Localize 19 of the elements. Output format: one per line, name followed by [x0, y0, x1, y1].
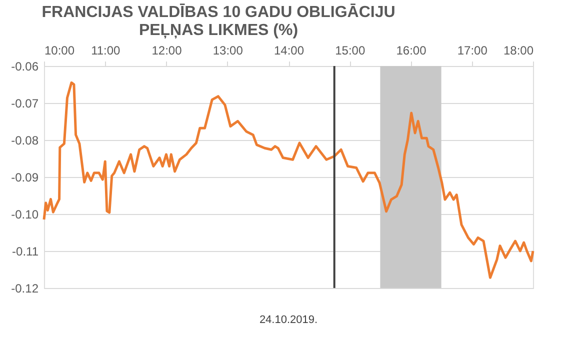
y-tick-label: -0.12: [11, 282, 39, 296]
x-tick-label: 13:00: [212, 44, 244, 58]
x-axis-title: 24.10.2019.: [259, 314, 318, 326]
chart-title: FRANCIJAS VALDĪBAS 10 GADU OBLIGĀCIJU PEĻŅAS LIKMES (%): [42, 3, 396, 39]
line-series: [42, 81, 534, 279]
x-tick-label: 11:00: [91, 44, 121, 58]
x-tick-label: 18:00: [503, 44, 534, 58]
x-tick-label: 10:00: [44, 44, 75, 58]
x-tick-label: 12:00: [152, 44, 182, 58]
x-tick-label: 16:00: [396, 44, 427, 58]
x-tick-label: 17:00: [457, 44, 488, 58]
y-tick-label: -0.08: [11, 134, 39, 148]
x-tick-label: 15:00: [335, 44, 366, 58]
x-tick-label: 14:00: [274, 44, 304, 58]
y-tick-label: -0.09: [11, 170, 39, 184]
y-tick-label: -0.06: [11, 60, 39, 74]
y-tick-label: -0.10: [11, 208, 39, 222]
y-tick-label: -0.07: [11, 96, 39, 110]
y-tick-label: -0.11: [12, 244, 39, 258]
